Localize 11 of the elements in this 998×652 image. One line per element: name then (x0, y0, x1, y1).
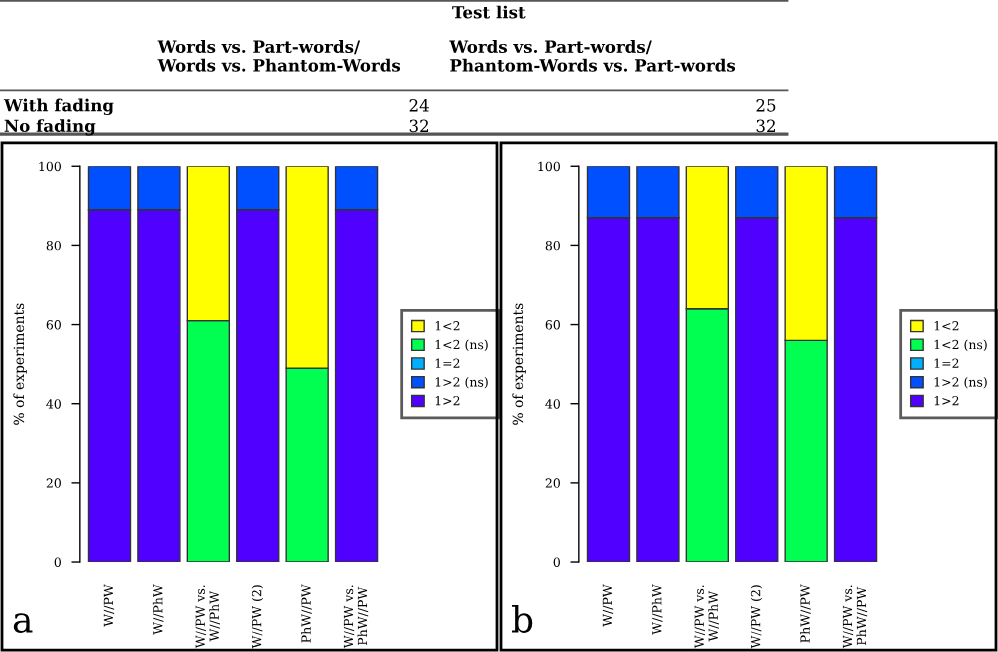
text: Words vs. Part-words/ Phantom-Words vs. Part-words (449, 40, 736, 72)
text: Test list (452, 5, 526, 19)
text: b (512, 605, 533, 633)
text: 24 (409, 99, 429, 112)
text: 32 (756, 119, 775, 133)
text: With fading (3, 98, 114, 115)
text: a (13, 613, 33, 633)
text: 25 (756, 99, 776, 112)
text: No fading (4, 119, 96, 136)
text: Words vs. Part-words/ Words vs. Phantom-Words (157, 40, 401, 72)
text: 32 (409, 119, 429, 133)
